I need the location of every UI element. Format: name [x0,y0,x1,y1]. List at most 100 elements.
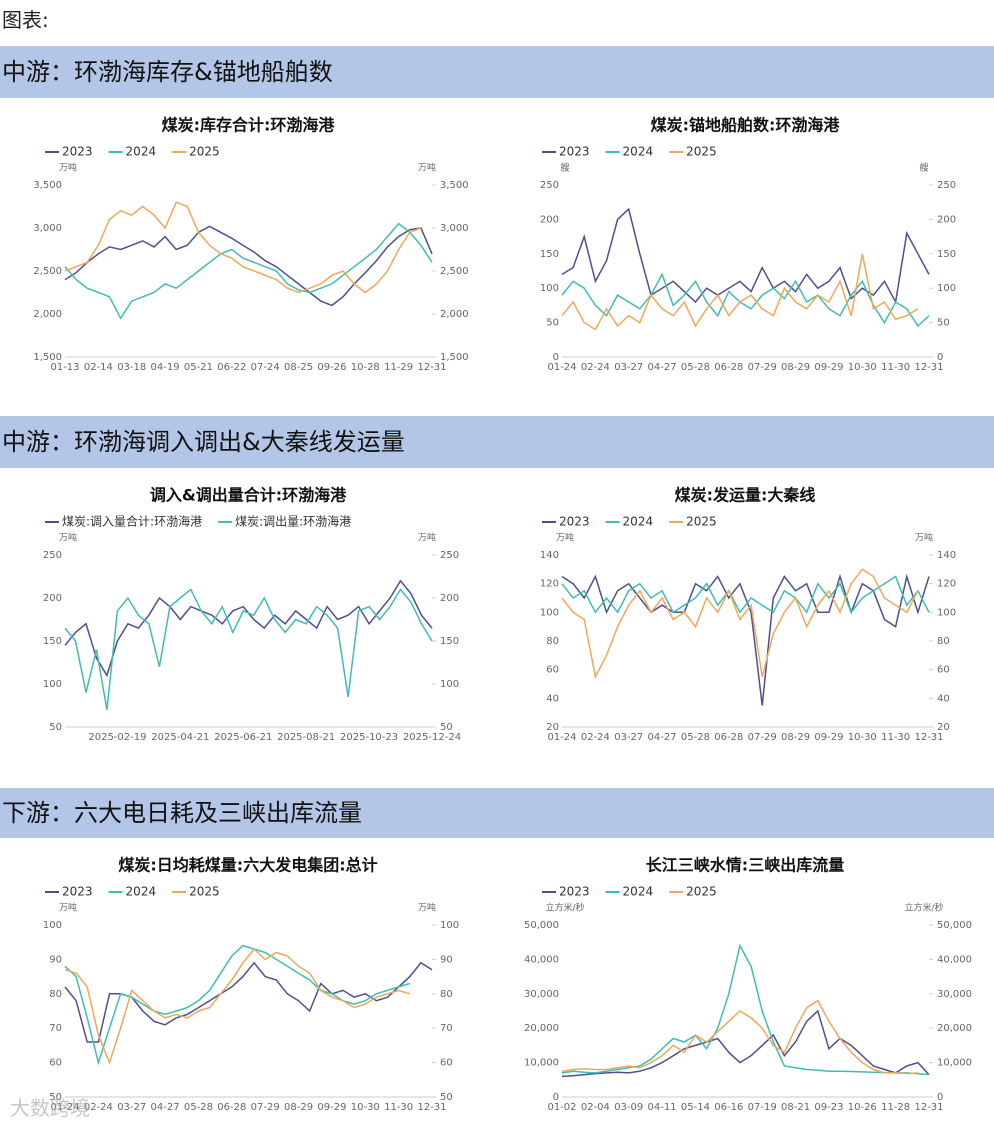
x-tick-label: 2025-12-24 [403,732,461,743]
y-tick-label: 10,000 [524,1058,559,1069]
x-tick-label: 07-24 [251,362,280,373]
y-tick-label: 50,000 [524,920,559,931]
y-tick-label: 150 [440,636,459,647]
y-tick-label: 20,000 [524,1023,559,1034]
x-tick-label: 2025-04-21 [151,732,209,743]
legend-label: 2024 [623,515,654,529]
y-tick-label: 200 [937,214,956,225]
y-tick-label: 0 [553,1092,559,1103]
legend-label: 2023 [62,885,93,899]
x-tick-label: 08-29 [781,362,810,373]
series-line [64,588,433,710]
chart-title: 煤炭:日均耗煤量:六大发电集团:总计 [118,856,377,875]
y-tick-label: 100 [937,607,956,618]
y-tick-label: 250 [440,550,459,561]
y-tick-label: 80 [49,989,62,1000]
y-tick-label: 80 [440,989,453,1000]
y-tick-label: 3,500 [33,180,62,191]
x-tick-label: 2025-08-21 [277,732,335,743]
y-tick-label: 0 [937,352,943,363]
y-tick-label: 80 [546,636,559,647]
y-tick-label: 40 [937,693,950,704]
y-tick-label: 100 [937,283,956,294]
x-tick-label: 04-27 [151,1102,180,1113]
legend-label: 2024 [126,145,157,159]
y-tick-label: 10,000 [937,1058,972,1069]
chart-title: 煤炭:锚地船舶数:环渤海港 [651,116,841,135]
x-tick-label: 08-25 [284,362,313,373]
x-tick-label: 11-29 [384,362,413,373]
y-tick-label: 3,500 [440,180,469,191]
x-tick-label: 07-29 [251,1102,280,1113]
x-tick-label: 04-11 [648,1102,677,1113]
y-unit: 万吨 [418,532,436,544]
x-tick-label: 02-14 [84,362,113,373]
series-line [64,944,411,1066]
legend-label: 2024 [126,885,157,899]
legend-label: 2025 [189,145,220,159]
series-line [561,943,930,1076]
x-tick-label: 10-30 [848,732,877,743]
chart-title: 长江三峡水情:三峡出库流量 [646,856,844,875]
y-tick-label: 2,500 [33,266,62,277]
legend-label: 2025 [686,885,717,899]
legend-label: 2023 [559,885,590,899]
legend-label: 2023 [559,515,590,529]
y-unit: 万吨 [556,532,574,544]
x-tick-label: 02-24 [84,1102,113,1113]
x-tick-label: 06-22 [217,362,246,373]
y-tick-label: 250 [937,180,956,191]
y-tick-label: 140 [540,550,559,561]
y-tick-label: 100 [440,679,459,690]
x-tick-label: 12-31 [417,362,446,373]
x-tick-label: 05-28 [681,732,710,743]
y-tick-label: 1,500 [440,352,469,363]
x-tick-label: 06-28 [714,362,743,373]
y-unit: 万吨 [418,902,436,914]
x-tick-label: 04-27 [648,362,677,373]
x-tick-label: 03-27 [117,1102,146,1113]
y-tick-label: 200 [540,214,559,225]
y-unit: 万吨 [59,162,77,174]
x-tick-label: 09-29 [317,1102,346,1113]
y-tick-label: 60 [546,665,559,676]
y-unit: 万吨 [418,162,436,174]
y-tick-label: 100 [440,920,459,931]
y-tick-label: 150 [937,249,956,260]
x-tick-label: 09-29 [814,732,843,743]
x-tick-label: 03-09 [614,1102,643,1113]
y-tick-label: 20 [937,722,950,733]
y-unit: 艘 [919,162,928,174]
y-tick-label: 50 [937,318,950,329]
series-line [561,1009,930,1078]
x-tick-label: 11-30 [384,1102,413,1113]
legend-label: 2025 [686,145,717,159]
x-tick-label: 03-18 [117,362,146,373]
y-tick-label: 30,000 [937,989,972,1000]
series-line [561,999,918,1075]
x-tick-label: 03-27 [614,732,643,743]
legend-label: 2023 [559,145,590,159]
y-tick-label: 40 [546,693,559,704]
y-tick-label: 150 [43,636,62,647]
x-tick-label: 07-29 [748,732,777,743]
y-tick-label: 100 [540,283,559,294]
y-tick-label: 70 [49,1023,62,1034]
x-tick-label: 11-28 [881,1102,910,1113]
legend-label: 煤炭:调出量:环渤海港 [235,514,351,529]
series-line [561,207,930,305]
y-tick-label: 60 [49,1058,62,1069]
x-tick-label: 09-26 [317,362,346,373]
x-tick-label: 02-24 [581,732,610,743]
y-unit: 万吨 [59,902,77,914]
x-tick-label: 2025-10-23 [340,732,398,743]
y-tick-label: 2,000 [33,309,62,320]
chart-title: 煤炭:发运量:大秦线 [675,486,816,505]
x-tick-label: 10-30 [848,362,877,373]
series-line [561,573,930,706]
